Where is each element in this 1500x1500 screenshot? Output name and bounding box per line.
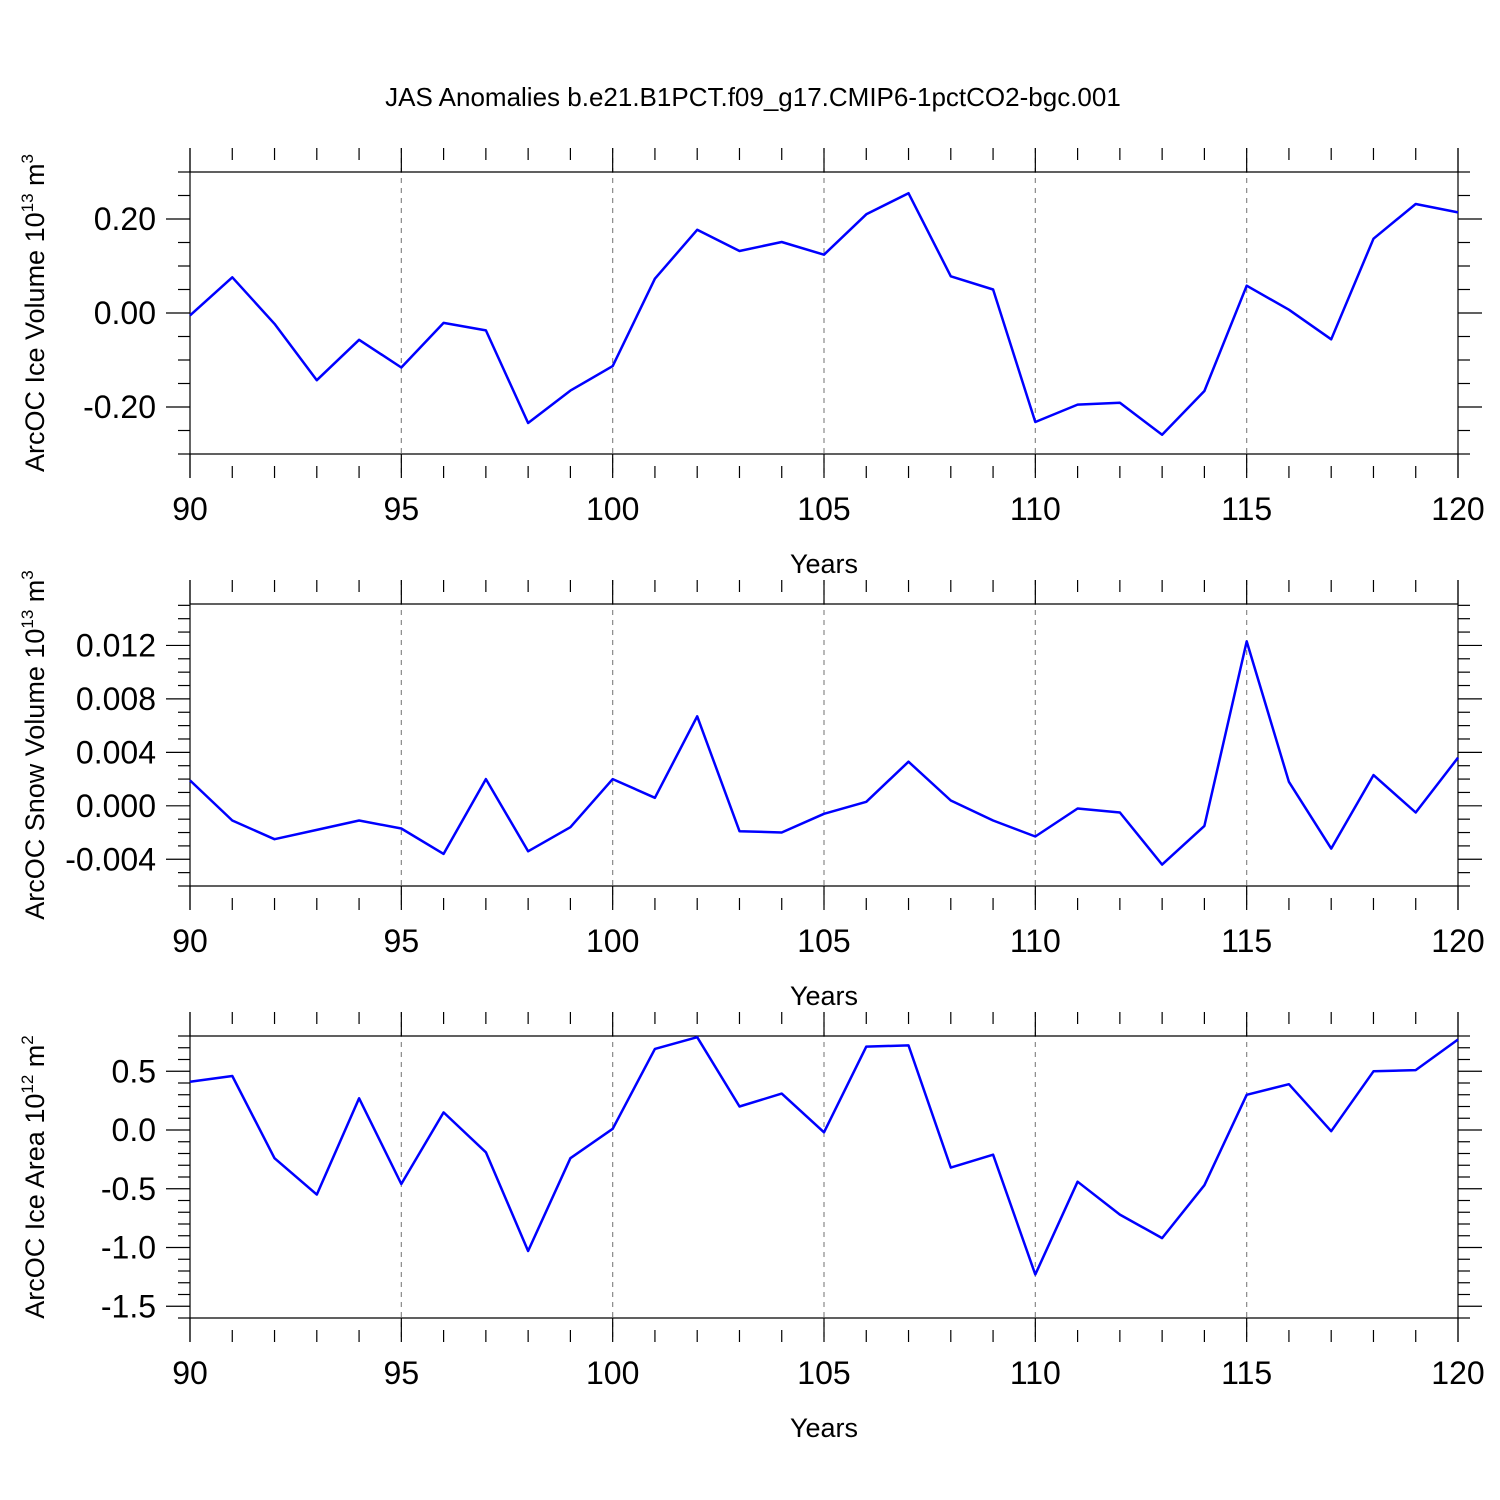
chart-panel-2: -0.004 0.000 0.004 0.008 0.012 90 95 100 105 110 1… (18, 570, 1485, 1011)
x-tick-label: 105 (797, 1355, 850, 1391)
y-axis-label-main: ArcOC Ice Area 10 (20, 1094, 50, 1319)
y-tick-label: -0.20 (83, 389, 156, 425)
x-tick-label: 115 (1221, 1355, 1272, 1391)
chart-panel-1: -0.20 0.00 0.20 90 95 100 105 110 115 120 Years Arc… (18, 148, 1485, 579)
x-axis-label: Years (790, 981, 858, 1011)
x-tick-label: 105 (797, 491, 850, 527)
y-axis-label-exp: 12 (18, 1075, 37, 1094)
y-axis-label: ArcOC Ice Volume 1013 m3 (18, 154, 50, 472)
y-axis-label-unit-exp: 3 (18, 570, 37, 579)
x-tick-label: 110 (1010, 491, 1061, 527)
x-tick-label: 105 (797, 923, 850, 959)
y-axis-label-unit-exp: 2 (18, 1035, 37, 1044)
y-axis-label-unit-exp: 3 (18, 154, 37, 163)
x-tick-label: 115 (1221, 491, 1272, 527)
x-tick-label: 100 (586, 491, 639, 527)
x-tick-label: 100 (586, 1355, 639, 1391)
x-tick-label: 90 (172, 923, 208, 959)
y-axis-label: ArcOC Snow Volume 1013 m3 (18, 570, 50, 920)
series-line (189, 191, 1459, 436)
x-tick-label: 95 (384, 923, 420, 959)
x-tick-label: 100 (586, 923, 639, 959)
x-tick-label: 120 (1431, 1355, 1484, 1391)
x-tick-label: 110 (1010, 923, 1061, 959)
y-tick-label: 0.00 (94, 295, 156, 331)
y-axis-label-main: ArcOC Snow Volume 10 (20, 629, 50, 920)
x-tick-label: 110 (1010, 1355, 1061, 1391)
x-tick-label: 120 (1431, 491, 1484, 527)
x-tick-label: 90 (172, 1355, 208, 1391)
chart-panel-3: -1.5 -1.0 -0.5 0.0 0.5 90 95 100 105 110 115 120 Yea… (18, 1012, 1485, 1443)
y-tick-label: 0.008 (76, 681, 156, 717)
x-tick-label: 95 (384, 491, 420, 527)
series-line (189, 640, 1459, 866)
y-tick-label: -1.5 (101, 1288, 156, 1324)
y-axis-label-main: ArcOC Ice Volume 10 (20, 212, 50, 472)
x-axis-label: Years (790, 549, 858, 579)
y-axis-label-unit: m (20, 580, 50, 610)
x-tick-label: 90 (172, 491, 208, 527)
y-tick-label: -0.5 (101, 1171, 156, 1207)
y-axis-label-unit: m (20, 1045, 50, 1075)
x-tick-label: 95 (384, 1355, 420, 1391)
x-axis-label: Years (790, 1413, 858, 1443)
y-tick-label: 0.012 (76, 627, 156, 663)
figure-title: JAS Anomalies b.e21.B1PCT.f09_g17.CMIP6-… (385, 82, 1121, 112)
x-tick-label: 120 (1431, 923, 1484, 959)
y-axis-label-exp: 13 (18, 193, 37, 212)
y-axis-label-unit: m (20, 163, 50, 193)
y-tick-label: 0.5 (112, 1053, 156, 1089)
series-line (189, 1035, 1459, 1276)
x-tick-label: 115 (1221, 923, 1272, 959)
y-tick-label: -0.004 (65, 841, 156, 877)
y-tick-label: -1.0 (101, 1230, 156, 1266)
y-tick-label: 0.20 (94, 201, 156, 237)
y-tick-label: 0.000 (76, 788, 156, 824)
y-tick-label: 0.004 (76, 734, 156, 770)
y-axis-label: ArcOC Ice Area 1012 m2 (18, 1035, 50, 1319)
y-tick-label: 0.0 (112, 1112, 156, 1148)
y-axis-label-exp: 13 (18, 610, 37, 629)
